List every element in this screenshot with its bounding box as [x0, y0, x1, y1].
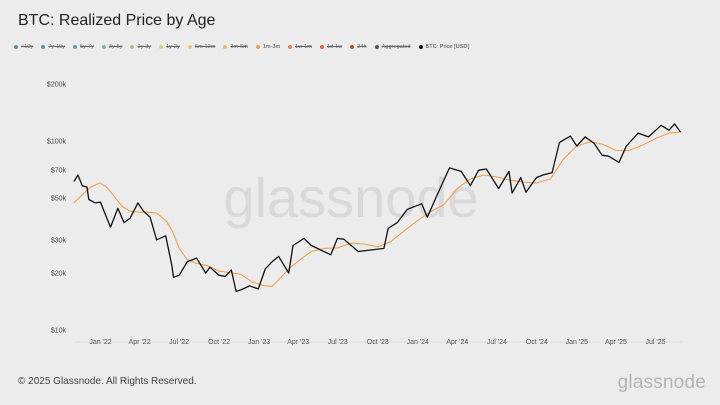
legend-item[interactable]: >10y	[14, 44, 33, 50]
x-tick-label: Oct '22	[208, 339, 230, 346]
legend-item[interactable]: 6m-12m	[187, 44, 216, 50]
x-tick-label: Jul '25	[645, 339, 665, 346]
x-tick-label: Apr '25	[605, 339, 627, 346]
legend-dot-icon	[130, 45, 135, 49]
y-tick-label: $200k	[47, 82, 67, 89]
glassnode-logo[interactable]: glassnode	[617, 372, 706, 393]
series-line-1m-3m	[73, 131, 680, 287]
x-tick-label: Apr '23	[287, 339, 309, 346]
legend-dot-icon	[223, 45, 228, 49]
y-tick-label: $100k	[47, 138, 67, 145]
legend-item[interactable]: 7y-10y	[41, 44, 65, 50]
x-axis: Jan '22 Apr '22 Jul '22 Oct '22 Jan '23 Apr '…	[89, 339, 665, 346]
y-tick-label: $20k	[51, 271, 67, 278]
y-tick-label: $70k	[51, 168, 67, 175]
legend-dot-icon	[418, 45, 423, 49]
x-tick-label: Oct '23	[367, 339, 389, 346]
legend-dot-icon	[14, 45, 18, 49]
watermark-text: glassnode	[223, 166, 478, 229]
legend-label: 5y-7y	[80, 44, 94, 50]
x-tick-label: Oct '24	[526, 339, 548, 346]
legend-label: 3y-5y	[108, 44, 123, 50]
x-tick-label: Jul '23	[328, 339, 348, 346]
legend-item[interactable]: 24h	[350, 44, 367, 50]
footer-copyright: © 2025 Glassnode. All Rights Reserved.	[18, 376, 197, 387]
legend-label: 1d-1w	[326, 44, 343, 50]
legend-dot-icon	[187, 45, 192, 49]
y-axis: $10k $20k $30k $50k $70k $100k $200k	[47, 82, 67, 335]
legend-item[interactable]: 3m-6m	[223, 44, 248, 50]
x-tick-label: Jul '22	[169, 339, 189, 346]
y-tick-label: $30k	[51, 237, 67, 244]
legend-label: BTC: Price [USD]	[425, 44, 470, 50]
legend-label: >10y	[21, 44, 34, 50]
x-tick-label: Jul '24	[487, 339, 507, 346]
legend-item[interactable]: 1y-2y	[159, 44, 180, 50]
legend-item[interactable]: 2y-3y	[130, 44, 151, 50]
legend-item[interactable]: 1w-1m	[288, 44, 312, 50]
legend-label: 2y-3y	[137, 44, 152, 50]
legend-item[interactable]: BTC: Price [USD]	[418, 44, 470, 50]
series-line-btc-price	[73, 123, 682, 293]
legend-item[interactable]: 5y-7y	[73, 44, 94, 50]
legend-dot-icon	[255, 45, 260, 49]
legend-dot-icon	[159, 45, 164, 49]
legend-label: 7y-10y	[48, 44, 66, 50]
y-tick-label: $10k	[51, 328, 67, 335]
x-tick-label: Jan '24	[407, 339, 429, 346]
x-tick-label: Jan '23	[248, 339, 270, 346]
legend-label: 1y-2y	[166, 44, 180, 50]
legend-dot-icon	[350, 45, 355, 49]
chart-legend: >10y 7y-10y 5y-7y 3y-5y 2y-3y 1y-2y 6m-12m 3m-6…	[14, 44, 477, 50]
legend-item[interactable]: Aggregated	[374, 44, 411, 50]
x-tick-label: Apr '24	[446, 339, 468, 346]
legend-label: 3m-6m	[230, 44, 248, 50]
legend-item[interactable]: 3y-5y	[101, 44, 123, 50]
x-tick-label: Jan '22	[89, 339, 111, 346]
legend-dot-icon	[374, 45, 379, 49]
legend-label: 24h	[357, 44, 367, 50]
legend-label: 1m-3m	[262, 44, 281, 50]
legend-dot-icon	[41, 45, 46, 49]
legend-dot-icon	[101, 45, 106, 49]
legend-label: 6m-12m	[194, 44, 216, 50]
y-tick-label: $50k	[51, 195, 67, 202]
legend-dot-icon	[319, 45, 324, 49]
legend-item[interactable]: 1m-3m	[255, 44, 281, 50]
x-tick-label: Apr '22	[129, 339, 151, 346]
legend-dot-icon	[288, 45, 293, 49]
legend-item[interactable]: 1d-1w	[319, 44, 343, 50]
legend-label: Aggregated	[381, 44, 411, 50]
page-title: BTC: Realized Price by Age	[18, 12, 216, 29]
x-tick-label: Jan '25	[566, 339, 588, 346]
series-layer	[73, 123, 682, 293]
legend-label: 1w-1m	[295, 44, 312, 50]
legend-dot-icon	[73, 45, 78, 49]
